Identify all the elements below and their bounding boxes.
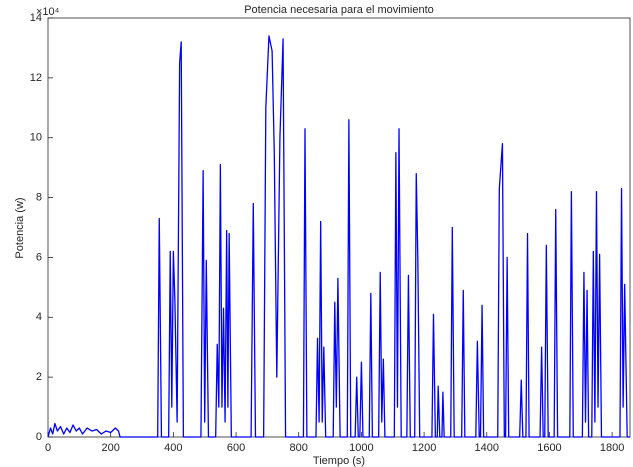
y-axis-label: Potencia (w) (14, 197, 26, 258)
x-tick-label: 1600 (537, 442, 561, 454)
line (47, 35, 630, 438)
y-tick-label: 14 (30, 12, 42, 24)
y-tick-label: 10 (30, 132, 42, 144)
y-tick-label: 6 (36, 251, 42, 263)
x-tick-label: 800 (290, 442, 308, 454)
y-tick-label: 4 (36, 311, 42, 323)
y-tick-label: 12 (30, 72, 42, 84)
y-exponent: ×10⁴ (36, 6, 60, 18)
x-tick-label: 200 (102, 442, 120, 454)
x-tick-label: 1200 (412, 442, 436, 454)
x-tick-label: 1000 (349, 442, 373, 454)
x-tick-label: 1800 (600, 442, 624, 454)
x-axis-label: Tiempo (s) (313, 455, 365, 467)
x-tick-label: 400 (164, 442, 182, 454)
chart-title: Potencia necesaria para el movimiento (244, 4, 434, 16)
x-tick-label: 1400 (475, 442, 499, 454)
x-tick-label: 0 (45, 442, 51, 454)
y-tick-label: 8 (36, 191, 42, 203)
x-tick-label: 600 (227, 442, 245, 454)
y-tick-label: 0 (36, 431, 42, 443)
y-tick-label: 2 (36, 371, 42, 383)
